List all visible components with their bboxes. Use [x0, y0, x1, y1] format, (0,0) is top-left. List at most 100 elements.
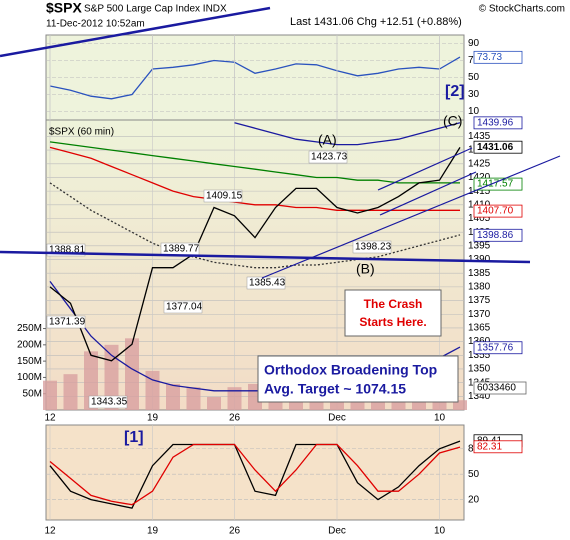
volume-bar [207, 396, 221, 410]
last-label-box [473, 140, 523, 154]
volume-bar [227, 387, 242, 410]
swing-label: 1385.43 [249, 278, 286, 289]
last-label-box [473, 116, 523, 130]
last-label-box [473, 341, 523, 355]
swing-box [163, 300, 203, 314]
x-tick-label: Dec [328, 413, 346, 424]
swing-label: 1409.15 [206, 191, 243, 202]
trendline [261, 155, 561, 279]
y-tick-label: 1415 [468, 186, 491, 197]
note: Avg. Target ~ 1074.15 [264, 381, 406, 397]
y-tick-label: 1435 [468, 131, 491, 142]
trendline [0, 250, 531, 264]
volume-bar [186, 387, 201, 410]
last-label: 1439.96 [477, 117, 514, 128]
y-tick-label: 50 [468, 469, 480, 480]
last-label-box [473, 440, 523, 454]
swing-label: 1398.23 [355, 242, 392, 253]
last-label: 1407.70 [477, 206, 514, 217]
symbol-name: S&P 500 Large Cap Index INDX [84, 4, 227, 15]
wave-label: [2] [445, 83, 465, 100]
quote: Last 1431.06 Chg +12.51 (+0.88%) [290, 16, 462, 28]
y-tick-label: 50 [468, 72, 480, 83]
y-tick-label: 1375 [468, 295, 491, 306]
y-tick-label: 30 [468, 89, 480, 100]
x-tick-label: 26 [229, 526, 241, 537]
series-line [49, 443, 461, 506]
swing-box [308, 150, 348, 164]
swing-box [352, 240, 392, 254]
stoch-panel [45, 424, 465, 521]
wave-label: (A) [318, 132, 337, 148]
symbol: $SPX [46, 0, 82, 16]
volume-bar [63, 374, 78, 410]
y-tick-label: 1370 [468, 309, 491, 320]
last-label-box [473, 228, 523, 242]
x-tick-label: 10 [434, 526, 446, 537]
y-tick-label: 1420 [468, 172, 491, 183]
y-tick-label: 20 [468, 494, 480, 505]
y2-tick-label: 50M [23, 388, 42, 399]
swing-box [203, 189, 243, 203]
x-tick-label: 10 [434, 413, 446, 424]
note-box [344, 289, 442, 337]
wave-label: [1] [124, 429, 144, 446]
y-tick-label: 1385 [468, 268, 491, 279]
last-label-box [473, 50, 523, 64]
y-tick-label: 1395 [468, 240, 491, 251]
volume-bar [125, 338, 139, 410]
y2-tick-label: 200M [17, 339, 42, 350]
x-tick-label: 26 [229, 413, 241, 424]
x-tick-label: 12 [44, 526, 56, 537]
last-label-box [473, 177, 523, 191]
swing-label: 1423.73 [311, 152, 348, 163]
wave-label: (C) [443, 113, 462, 129]
last-label-box [473, 204, 523, 218]
volume-bar [104, 344, 119, 410]
last-label: 1398.86 [477, 230, 514, 241]
last-label: 73.73 [477, 52, 502, 63]
note: The Crash [364, 297, 423, 311]
y-tick-label: 1355 [468, 350, 491, 361]
swing-box [88, 395, 128, 409]
series-line [49, 141, 460, 184]
series-line [49, 147, 461, 362]
volume-bar [453, 400, 467, 410]
volume-bar [84, 351, 98, 410]
date: 11-Dec-2012 10:52am [46, 19, 145, 30]
panel-title: $SPX (60 min) [49, 127, 114, 138]
note-box [257, 355, 459, 403]
y2-tick-label: 250M [17, 323, 42, 334]
x-tick-label: Dec [328, 526, 346, 537]
x-tick-label: 19 [147, 526, 159, 537]
series-line [49, 56, 461, 100]
y2-tick-label: 150M [17, 356, 42, 367]
y-tick-label: 1405 [468, 213, 491, 224]
x-tick-label: 12 [44, 413, 56, 424]
last-label: 1431.06 [477, 142, 514, 153]
series-line [49, 182, 461, 269]
last-label: 82.31 [477, 441, 502, 452]
swing-label: 1371.39 [49, 317, 86, 328]
volume-last: 6033460 [477, 383, 516, 394]
last-label: 1357.76 [477, 342, 514, 353]
wave-label: (B) [356, 261, 375, 277]
swing-label: 1343.35 [91, 397, 128, 408]
y-tick-label: 1350 [468, 364, 491, 375]
swing-label: 1389.77 [163, 244, 200, 255]
volume-bar [166, 383, 180, 410]
y-tick-label: 1425 [468, 158, 491, 169]
series-line [234, 122, 461, 146]
credit: © StockCharts.com [479, 4, 565, 15]
trendline [0, 6, 271, 58]
swing-box [46, 315, 86, 329]
y-tick-label: 1380 [468, 282, 491, 293]
swing-label: 1388.81 [49, 245, 86, 256]
x-tick-label: 19 [147, 413, 159, 424]
y-tick-label: 1340 [468, 391, 491, 402]
y-tick-label: 10 [468, 106, 480, 117]
y-tick-label: 1390 [468, 254, 491, 265]
trendline [379, 171, 477, 216]
trendline [377, 147, 473, 191]
